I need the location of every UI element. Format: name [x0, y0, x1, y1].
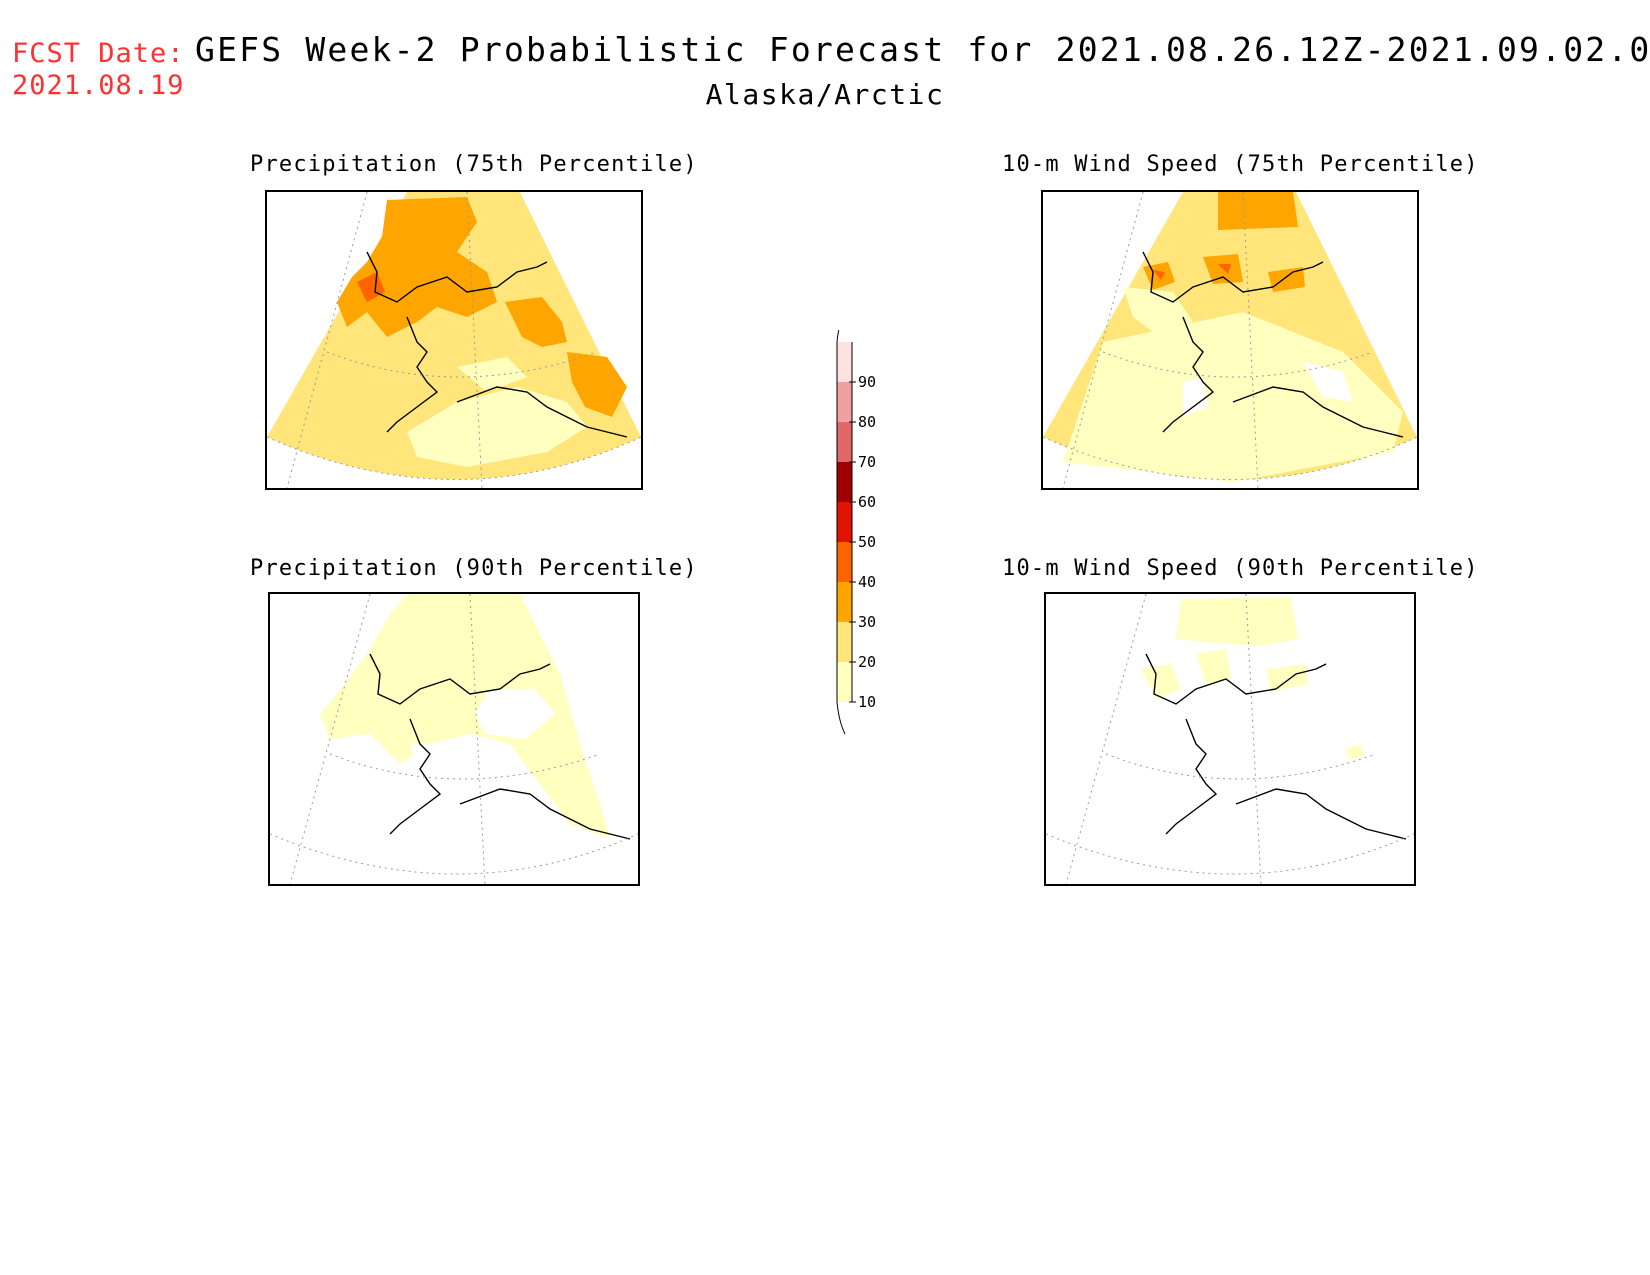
- colorbar-swatch-20: [837, 622, 852, 662]
- colorbar-tail-bottom: [836, 701, 846, 735]
- prob-30-region: [567, 352, 627, 417]
- prob-40-region: [1218, 264, 1231, 274]
- colorbar-label-50: 50: [858, 533, 876, 551]
- colorbar-swatch-60: [837, 462, 852, 502]
- coastline: [1142, 251, 1404, 438]
- fcst-date-value: 2021.08.19: [12, 70, 185, 101]
- map-wedge-outline: [1046, 594, 1414, 874]
- prob-10-region: [1176, 597, 1298, 646]
- no-signal-region: [1183, 377, 1208, 417]
- prob-40-region: [357, 272, 385, 302]
- colorbar-swatch-10: [837, 662, 852, 702]
- map-wind90: [1044, 592, 1416, 886]
- prob-10-region: [320, 594, 610, 839]
- panel-title-precip90: Precipitation (90th Percentile): [250, 556, 698, 581]
- prob-10-region: [1141, 664, 1181, 699]
- prob-10-region: [1346, 744, 1364, 759]
- prob-30-region: [1268, 267, 1305, 292]
- prob-30-region: [337, 197, 497, 337]
- map-precip90: [268, 592, 640, 886]
- prob-10-region: [1123, 287, 1193, 332]
- prob-10-region: [457, 357, 527, 392]
- no-signal-region: [1303, 362, 1353, 402]
- main-title: GEFS Week-2 Probabilistic Forecast for 2…: [195, 30, 1650, 69]
- panel-title-wind90: 10-m Wind Speed (90th Percentile): [1002, 556, 1479, 581]
- prob-10-region: [407, 387, 587, 467]
- map-precip75-svg: [267, 192, 641, 488]
- colorbar-label-40: 40: [858, 573, 876, 591]
- colorbar-swatch-40: [837, 542, 852, 582]
- colorbar-tail-top: [836, 309, 846, 343]
- colorbar-label-30: 30: [858, 613, 876, 631]
- colorbar-label-60: 60: [858, 493, 876, 511]
- fcst-date-block: FCST Date: 2021.08.19: [12, 38, 185, 102]
- prob-10-region: [1196, 649, 1231, 684]
- colorbar-label-10: 10: [858, 693, 876, 711]
- graticule: [1046, 594, 1414, 884]
- colorbar-outline: [836, 342, 853, 702]
- colorbar-label-20: 20: [858, 653, 876, 671]
- colorbar-swatch-90: [837, 342, 852, 382]
- colorbar-label-80: 80: [858, 413, 876, 431]
- coastline: [1145, 653, 1407, 840]
- map-wind90-svg: [1046, 594, 1414, 884]
- region-subtitle: Alaska/Arctic: [705, 78, 945, 111]
- no-signal-region: [475, 689, 555, 739]
- prob-30-region: [505, 297, 567, 347]
- no-signal-region: [410, 744, 470, 784]
- coastline: [369, 653, 631, 840]
- colorbar-swatch-80: [837, 382, 852, 422]
- colorbar: 10 20 30 40 50 60 70 80 90: [815, 309, 905, 740]
- prob-30-region: [1218, 192, 1298, 230]
- colorbar-label-70: 70: [858, 453, 876, 471]
- fcst-date-label: FCST Date:: [12, 38, 185, 69]
- map-precip90-svg: [270, 594, 638, 884]
- colorbar-svg: 10 20 30 40 50 60 70 80 90: [836, 309, 876, 735]
- colorbar-label-90: 90: [858, 373, 876, 391]
- colorbar-swatch-30: [837, 582, 852, 622]
- coastline: [366, 251, 628, 438]
- panel-title-precip75: Precipitation (75th Percentile): [250, 152, 698, 177]
- prob-10-region: [1063, 312, 1403, 482]
- map-wind75-svg: [1043, 192, 1417, 488]
- colorbar-swatch-70: [837, 422, 852, 462]
- graticule: [270, 594, 638, 884]
- colorbar-swatch-50: [837, 502, 852, 542]
- panel-title-wind75: 10-m Wind Speed (75th Percentile): [1002, 152, 1479, 177]
- prob-10-region: [1266, 664, 1308, 692]
- prob-40-region: [1153, 270, 1165, 280]
- map-precip75: [265, 190, 643, 490]
- map-wind75: [1041, 190, 1419, 490]
